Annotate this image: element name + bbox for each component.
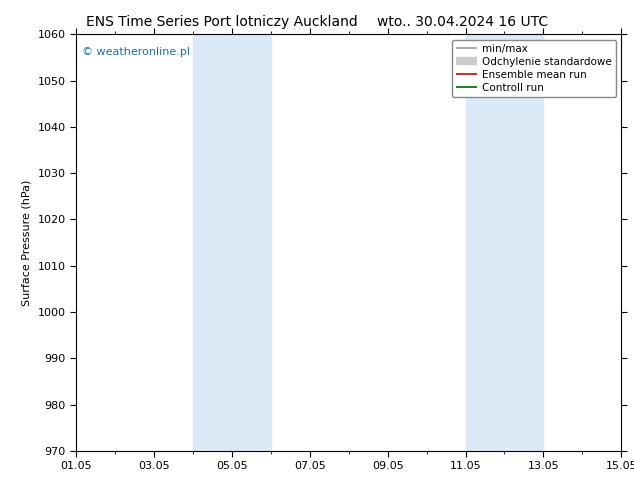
- Text: © weatheronline.pl: © weatheronline.pl: [82, 47, 190, 57]
- Bar: [193, 34, 271, 451]
- Text: wto.. 30.04.2024 16 UTC: wto.. 30.04.2024 16 UTC: [377, 15, 548, 29]
- Text: ENS Time Series Port lotniczy Auckland: ENS Time Series Port lotniczy Auckland: [86, 15, 358, 29]
- Bar: [465, 34, 543, 451]
- Legend: min/max, Odchylenie standardowe, Ensemble mean run, Controll run: min/max, Odchylenie standardowe, Ensembl…: [452, 40, 616, 97]
- Y-axis label: Surface Pressure (hPa): Surface Pressure (hPa): [22, 179, 32, 306]
